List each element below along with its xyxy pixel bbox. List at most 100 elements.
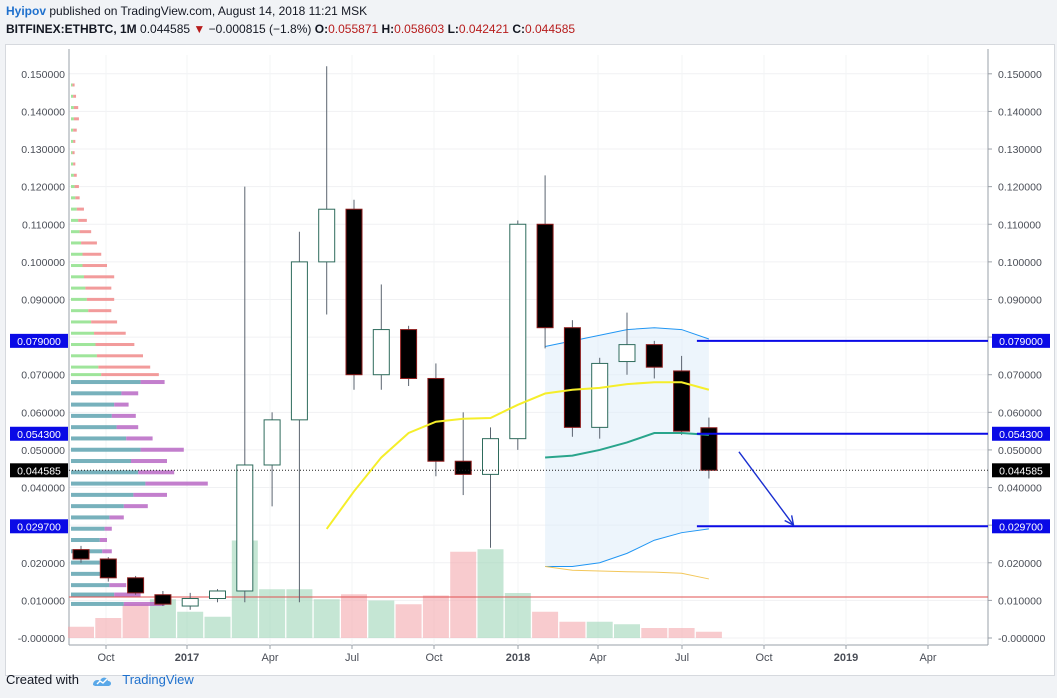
tradingview-link[interactable]: TradingView [122, 672, 194, 687]
y-tick-label-right: 0.040000 [998, 483, 1042, 495]
author-name[interactable]: Hyipov [6, 4, 47, 18]
x-tick-label: Oct [97, 652, 114, 664]
volume-profile-lower-b [99, 538, 107, 543]
candle-body [345, 208, 363, 376]
candle-body [536, 223, 554, 329]
volume-profile-buy [71, 264, 83, 268]
y-tick-label-right: 0.020000 [998, 558, 1042, 570]
candle-body [318, 208, 336, 263]
volume-bar [504, 593, 531, 638]
y-tick-label-left: 0.140000 [21, 106, 65, 118]
candle-body [99, 558, 117, 579]
volume-profile-lower-a [71, 583, 110, 588]
y-tick-label-left: 0.100000 [21, 257, 65, 269]
volume-profile-buy [71, 373, 102, 377]
candle-body [482, 438, 499, 475]
chart-area[interactable]: 0.150000 0.150000 0.140000 0.140000 0.130000… [5, 44, 1055, 676]
volume-bar [532, 611, 559, 638]
volume-profile-buy [71, 331, 95, 335]
level-label-right: 0.054300 [999, 429, 1043, 441]
volume-profile-lower-a [71, 470, 139, 475]
x-tick-label: Apr [919, 652, 936, 664]
candle-body [454, 460, 472, 475]
volume-profile-sell [73, 128, 77, 132]
y-tick-label-right: -0.000000 [998, 633, 1045, 645]
y-tick-label-right: 0.050000 [998, 445, 1042, 457]
tradingview-logo-icon [92, 677, 111, 686]
volume-bar [450, 551, 477, 638]
low-label: L: [447, 22, 459, 36]
volume-profile-buy [71, 151, 73, 155]
y-tick-label-left: 0.070000 [21, 370, 65, 382]
footer: Created with TradingView [6, 672, 194, 694]
forecast-arrow-line[interactable] [738, 451, 795, 526]
volume-profile-sell [73, 106, 79, 110]
volume-profile-sell [101, 373, 159, 377]
x-tick-label: Oct [425, 652, 442, 664]
volume-profile-sell [74, 185, 79, 189]
volume-profile-sell [72, 83, 75, 87]
candle-body [181, 598, 199, 607]
last-price-label-right-bg [992, 463, 1050, 478]
level-label-left: 0.029700 [17, 521, 61, 533]
sma-slow-line [545, 432, 709, 459]
last-price-label-left: 0.044585 [17, 465, 61, 477]
volume-profile-buy [71, 185, 75, 189]
volume-profile-lower-a [71, 560, 100, 565]
volume-profile-lower-b [145, 481, 208, 486]
last-price: 0.044585 [140, 22, 191, 36]
y-tick-label-right: 0.140000 [998, 106, 1042, 118]
volume-profile-lower-b [104, 526, 112, 531]
volume-profile-buy [71, 139, 74, 143]
volume-bar [122, 604, 149, 638]
y-tick-label-left: 0.020000 [21, 558, 65, 570]
volume-profile-buy [71, 83, 73, 87]
x-tick-label: Jul [675, 652, 689, 664]
candle-body [673, 370, 691, 432]
volume-profile-lower-a [71, 481, 146, 486]
volume-profile-lower-b [138, 470, 175, 475]
sma-small-line [545, 566, 710, 580]
volume-profile-buy [71, 241, 82, 245]
volume-profile-lower-a [71, 515, 110, 520]
volume-profile-buy [71, 230, 80, 234]
y-tick-label-left: 0.130000 [21, 144, 65, 156]
volume-profile-buy [71, 173, 74, 177]
y-tick-label-right: 0.110000 [998, 219, 1041, 231]
volume-profile-lower-a [71, 571, 105, 576]
volume-profile-sell [82, 252, 102, 256]
volume-profile-buy [71, 218, 79, 222]
sma-fast-line [325, 381, 710, 530]
volume-profile-sell [73, 94, 77, 98]
candle-body [427, 377, 445, 462]
volume-profile-lower-b [126, 436, 153, 441]
candle-body [400, 329, 418, 379]
volume-profile-lower-b [109, 515, 124, 520]
low-value: 0.042421 [458, 22, 509, 36]
volume-bar [614, 624, 640, 638]
level-label-right: 0.079000 [999, 336, 1043, 348]
volume-profile-buy [71, 309, 89, 313]
chart-header: Hyipov published on TradingView.com, Aug… [0, 0, 1057, 44]
volume-profile-lower-b [116, 425, 139, 430]
volume-profile-buy [71, 117, 74, 121]
publish-text: published on TradingView.com, August 14,… [49, 4, 368, 18]
volume-bar [395, 604, 422, 638]
volume-profile-lower-a [71, 447, 141, 452]
volume-profile-lower-a [71, 504, 124, 509]
volume-profile-sell [73, 139, 76, 143]
forecast-arrow-head-icon [784, 515, 795, 527]
candle-body [209, 590, 226, 600]
volume-bar [559, 621, 586, 638]
last-price-label-left-bg [10, 463, 68, 478]
y-tick-label-left: 0.090000 [21, 294, 65, 306]
volume-profile-sell [72, 151, 75, 155]
chart-canvas[interactable]: 0.150000 0.150000 0.140000 0.140000 0.130000… [6, 45, 1054, 675]
volume-bar [695, 631, 722, 638]
volume-bar [313, 599, 340, 638]
volume-profile-lower-a [71, 459, 131, 464]
candle-body [127, 577, 145, 594]
volume-profile-lower-b [114, 402, 129, 407]
volume-profile-lower-b [102, 549, 112, 554]
volume-profile-lower-b [123, 601, 165, 606]
